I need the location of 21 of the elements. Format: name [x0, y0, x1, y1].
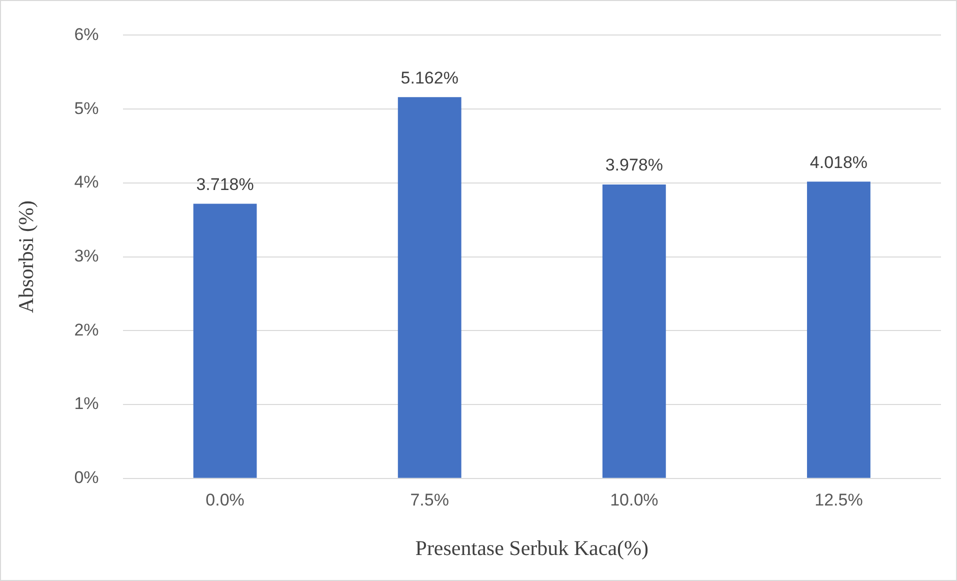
y-tick-label: 3%: [74, 246, 99, 266]
y-tick-label: 0%: [74, 468, 99, 488]
bar: [398, 97, 462, 478]
x-tick-label: 0.0%: [206, 490, 244, 510]
y-tick-label: 6%: [74, 24, 99, 44]
data-label: 5.162%: [400, 68, 458, 88]
x-axis-title: Presentase Serbuk Kaca(%): [415, 536, 649, 560]
bar: [193, 204, 257, 478]
bar: [602, 184, 666, 478]
y-tick-label: 4%: [74, 172, 99, 192]
y-tick-label: 2%: [74, 320, 99, 340]
data-label: 4.018%: [810, 152, 868, 172]
x-tick-label: 12.5%: [814, 490, 863, 510]
data-label: 3.978%: [605, 156, 663, 175]
y-tick-label: 5%: [74, 98, 99, 118]
y-axis-title: Absorbsi (%): [14, 200, 38, 314]
data-label: 3.718%: [196, 174, 254, 194]
x-tick-label: 7.5%: [410, 490, 449, 510]
y-tick-label: 1%: [74, 394, 99, 414]
bar: [807, 182, 870, 478]
x-tick-label: 10.0%: [610, 490, 658, 510]
